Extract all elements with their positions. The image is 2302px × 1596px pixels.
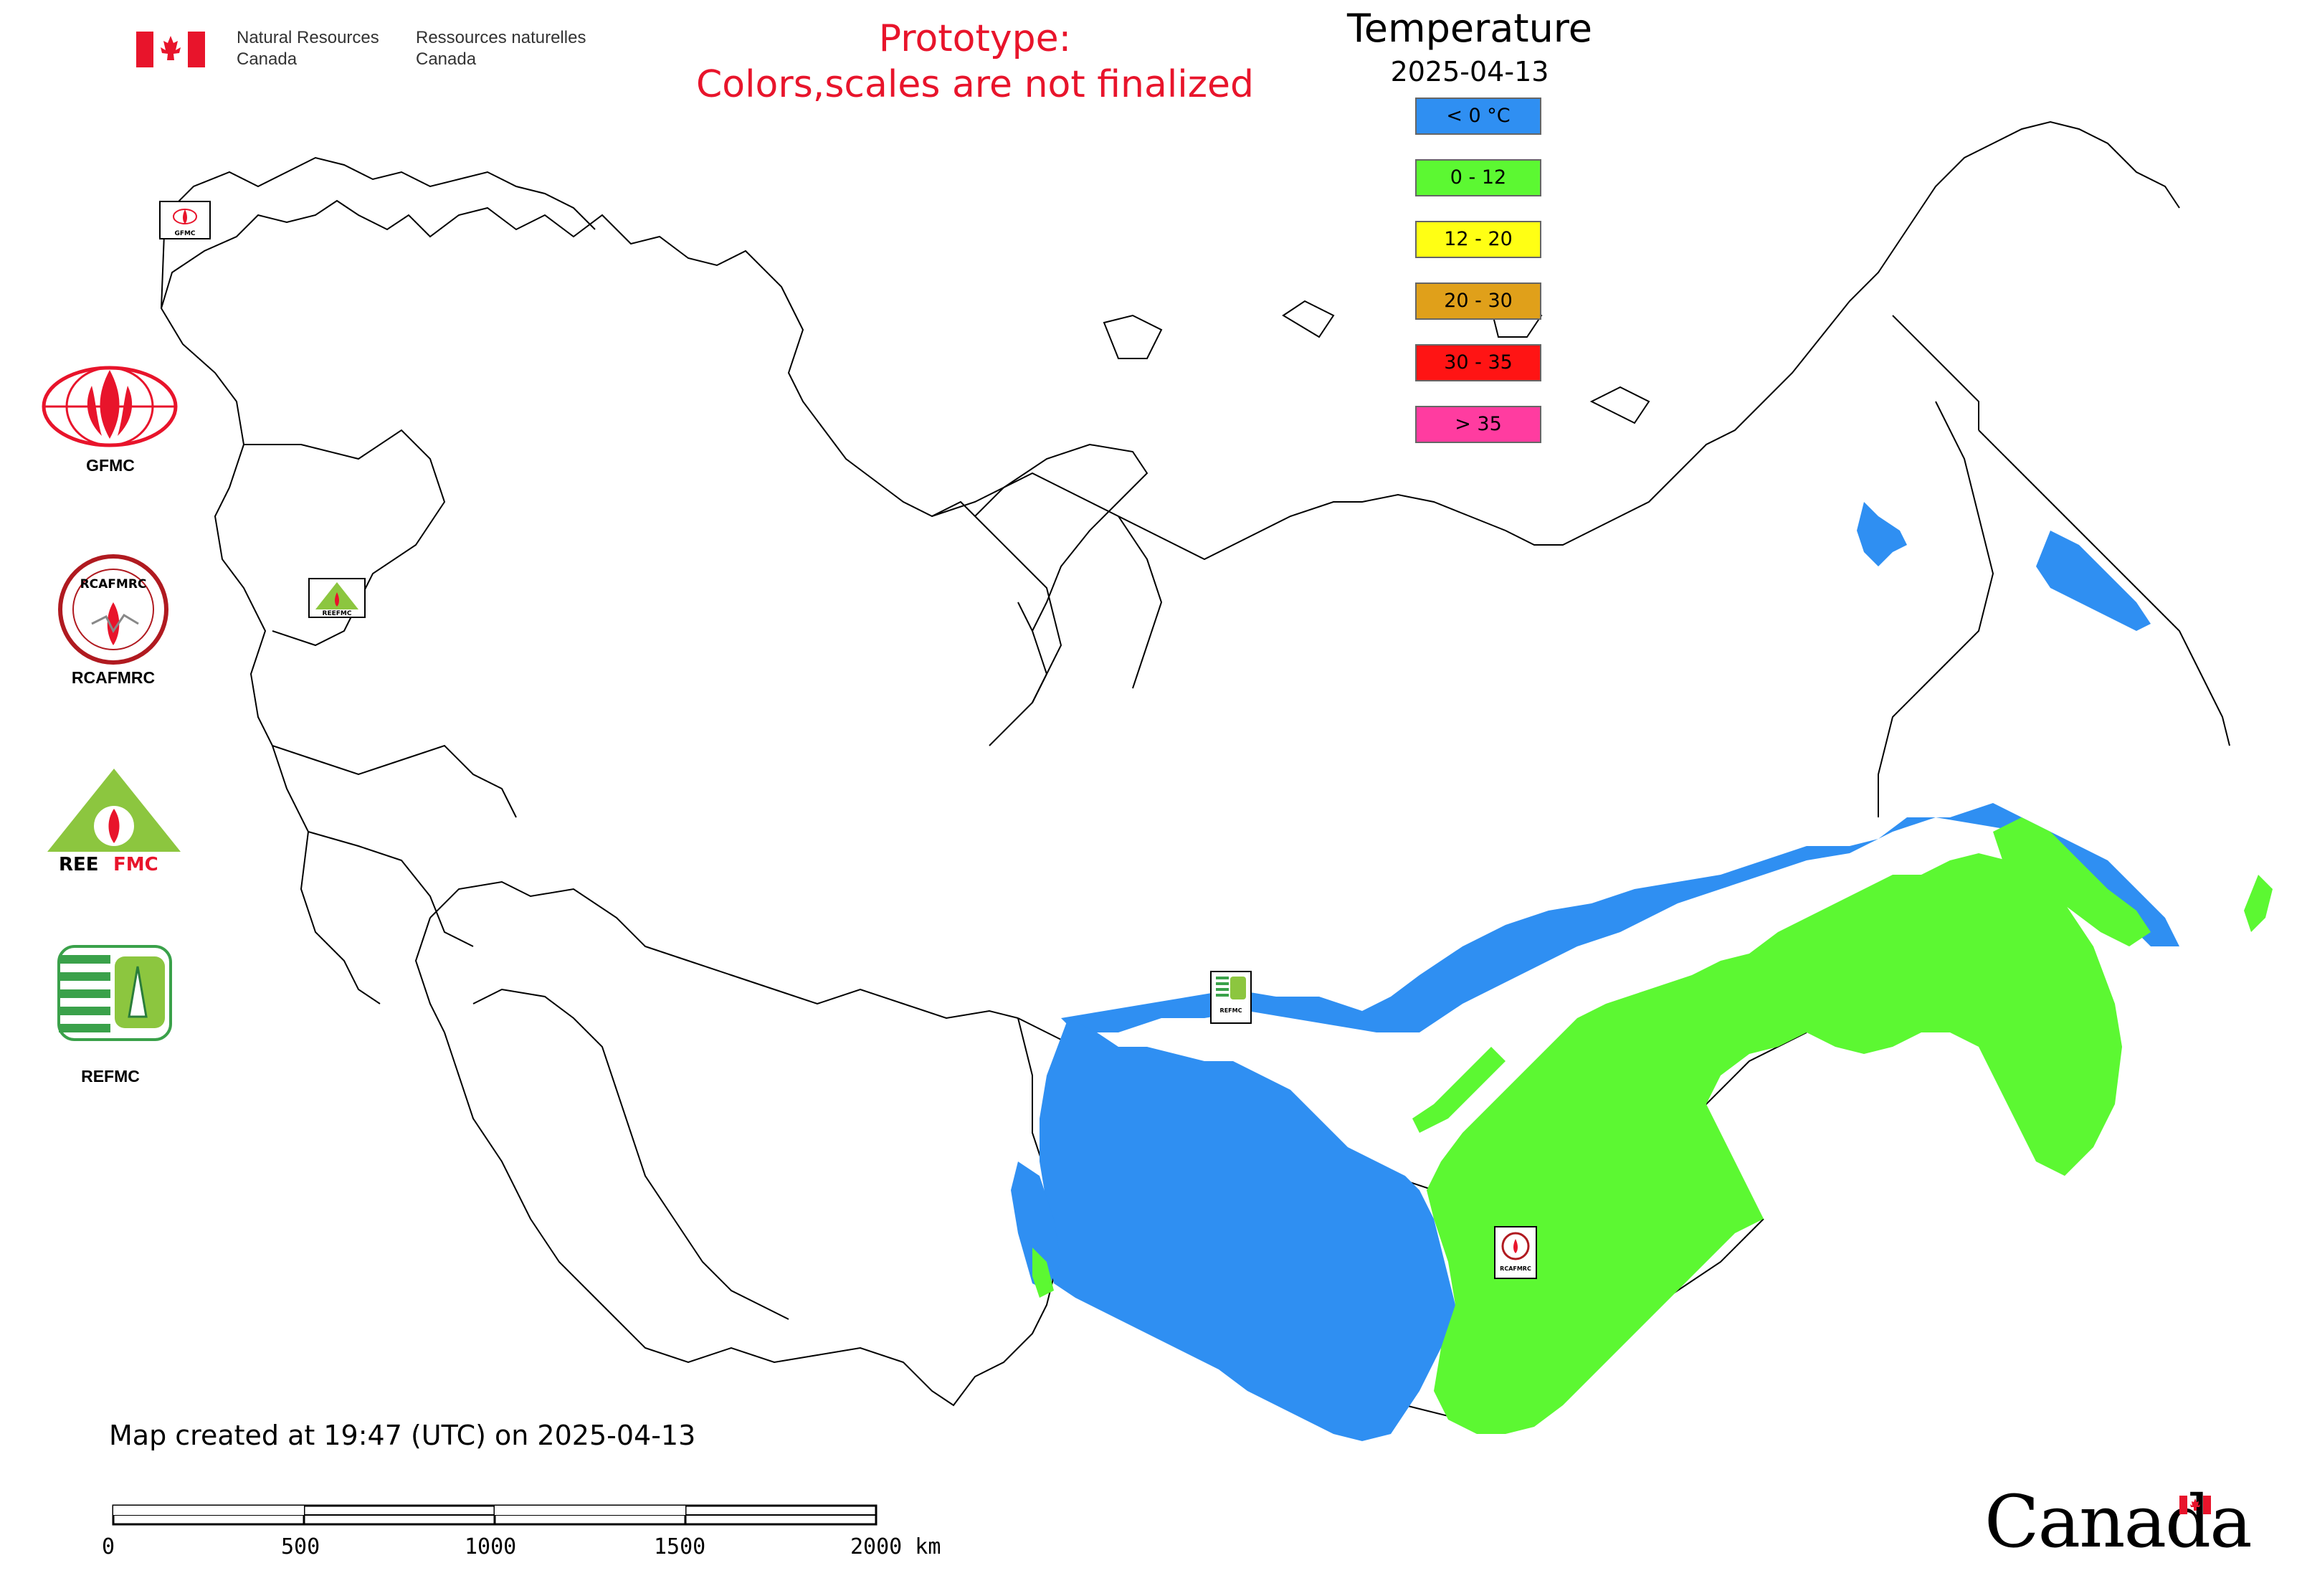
legend-item-0-12: 0 - 12 [1415, 159, 1541, 196]
reefmc-map-badge-icon: REEFMC [308, 578, 366, 618]
svg-text:REE: REE [59, 854, 99, 873]
rcafmrc-label: RCAFMRC [71, 668, 156, 687]
gfmc-map-badge-label: GFMC [174, 230, 195, 237]
scale-label-2000: 2000 km [850, 1534, 941, 1559]
map-created-text: Map created at 19:47 (UTC) on 2025-04-13 [109, 1420, 696, 1451]
prototype-line1: Prototype: [878, 17, 1072, 60]
agency-name-en: Natural Resources Canada [237, 27, 379, 70]
svg-text:FMC: FMC [113, 854, 158, 873]
gfmc-label: GFMC [86, 456, 135, 475]
legend-title: Temperature [1346, 6, 1593, 51]
legend-date: 2025-04-13 [1390, 56, 1549, 87]
prototype-notice: Prototype: Colors,scales are not finaliz… [631, 16, 1319, 108]
gfmc-map-badge-icon: GFMC [159, 201, 211, 239]
temperature-shading [1011, 502, 2273, 1441]
agency-name-fr: Ressources naturelles Canada [416, 27, 586, 70]
legend-item-30-35: 30 - 35 [1415, 344, 1541, 381]
agency-name-fr-line2: Canada [416, 49, 477, 69]
agency-name-en-line2: Canada [237, 49, 298, 69]
canada-flag-icon [136, 32, 205, 67]
scale-label-500: 500 [281, 1534, 320, 1559]
canada-wordmark: Canada [1984, 1480, 2253, 1564]
rcafmrc-map-badge-icon: RCAFMRC [1494, 1226, 1537, 1279]
refmc-map-badge-icon: REFMC [1210, 971, 1252, 1024]
agency-name-fr-line1: Ressources naturelles [416, 28, 586, 47]
scale-label-1000: 1000 [465, 1534, 517, 1559]
legend-item-12-20: 12 - 20 [1415, 221, 1541, 258]
legend-item-below-zero: < 0 °C [1415, 98, 1541, 135]
rcafmrc-map-badge-label: RCAFMRC [1500, 1265, 1531, 1272]
rcafmrc-logo-icon: RCAFMRC [58, 554, 168, 665]
refmc-map-badge-label: REFMC [1220, 1007, 1242, 1014]
legend-item-above-35: > 35 [1415, 406, 1541, 443]
prototype-line2: Colors,scales are not finalized [695, 63, 1255, 106]
agency-name-en-line1: Natural Resources [237, 28, 379, 47]
canada-wordmark-flag-icon [2179, 1496, 2211, 1514]
gfmc-logo-icon [42, 366, 178, 447]
reefmc-logo-icon: REE FMC [47, 769, 181, 873]
refmc-label: REFMC [81, 1067, 140, 1086]
svg-text:RCAFMRC: RCAFMRC [80, 577, 147, 592]
refmc-logo-icon [57, 945, 172, 1041]
scale-bar [112, 1504, 877, 1526]
reefmc-map-badge-label: REEFMC [323, 610, 352, 617]
scale-label-0: 0 [102, 1534, 115, 1559]
scale-label-1500: 1500 [654, 1534, 706, 1559]
legend-item-20-30: 20 - 30 [1415, 282, 1541, 320]
